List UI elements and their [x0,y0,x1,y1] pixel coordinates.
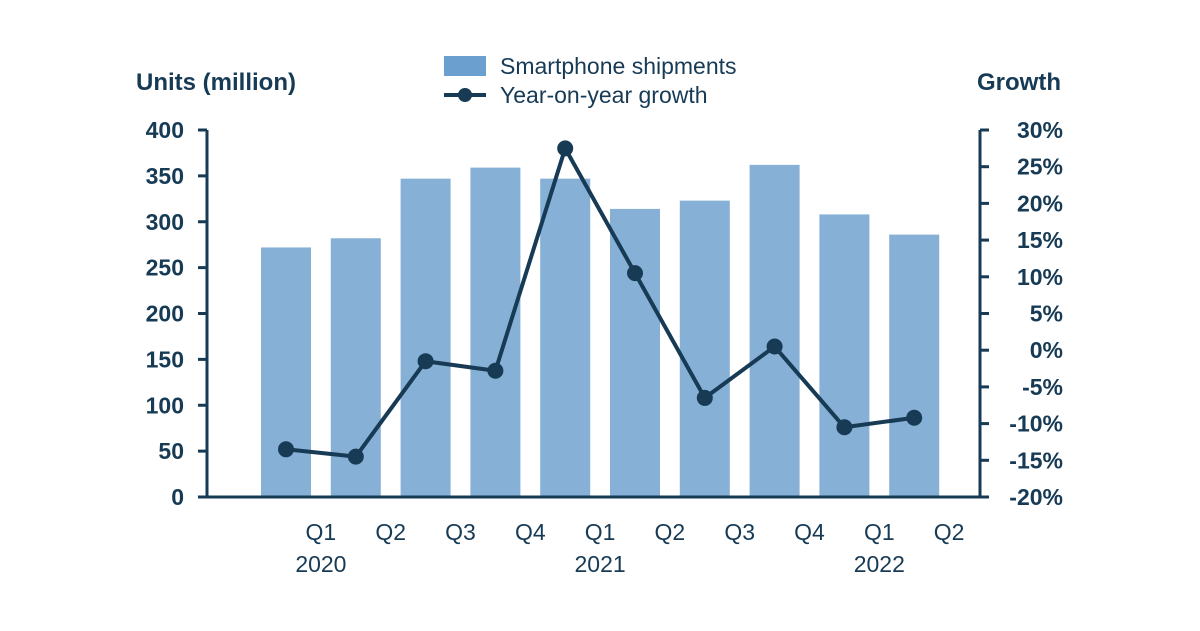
legend: Smartphone shipments Year-on-year growth [444,53,737,108]
right-tick-label: -15% [1009,447,1063,473]
right-tick-label: 25% [1017,154,1063,180]
x-tick-label: Q3 [724,519,755,545]
bar-series [261,164,940,498]
right-tick-label: 10% [1017,264,1063,290]
right-axis-title: Growth [977,69,1061,96]
growth-point [557,140,574,157]
growth-point [836,419,853,436]
left-tick-label: 150 [146,346,184,372]
left-tick-label: 300 [146,209,184,235]
growth-point [906,409,923,426]
growth-point [766,338,783,355]
right-tick-label: 0% [1030,337,1063,363]
bar [889,234,940,497]
growth-point [278,441,294,458]
bar [610,208,660,497]
right-tick-label: 20% [1017,190,1063,216]
legend-line-label: Year-on-year growth [500,82,708,108]
left-tick-label: 350 [146,163,184,189]
right-tick-labels: -20% -15% -10% -5% 0% 5% 10% 15% 20% 25% 30% [1009,117,1063,510]
growth-point [417,353,434,370]
x-tick-label: Q4 [515,519,546,545]
left-axis-title: Units (million) [136,69,296,96]
bar [819,214,870,497]
bar [470,167,521,497]
x-year-label: 2021 [575,551,626,577]
right-tick-label: -5% [1022,374,1063,400]
growth-point [347,448,364,465]
legend-bar-label: Smartphone shipments [500,53,737,79]
bar [400,178,451,497]
legend-bar-swatch [444,56,486,76]
x-tick-label: Q2 [934,519,965,545]
axes [198,128,989,499]
growth-point [487,362,504,379]
x-tick-label: Q2 [375,519,406,545]
x-tick-label: Q1 [306,519,337,545]
x-tick-labels: Q1 Q2 Q3 Q4 Q1 Q2 Q3 Q4 Q1 Q2 2020 2021 2022 [295,519,964,577]
left-tick-label: 0 [171,484,184,510]
x-year-label: 2020 [295,551,346,577]
bar [261,247,311,497]
right-tick-label: 30% [1017,117,1063,143]
left-tick-label: 100 [146,392,184,418]
left-tick-label: 200 [146,301,184,327]
left-tick-label: 50 [158,438,184,464]
bar [679,200,730,497]
right-tick-label: 5% [1030,301,1063,327]
growth-point [696,389,713,406]
right-tick-label: -20% [1009,484,1063,510]
bar [540,178,591,497]
left-tick-label: 400 [146,117,184,143]
line-series [278,140,923,465]
right-tick-label: -10% [1009,411,1063,437]
growth-line [285,146,915,459]
x-tick-label: Q1 [585,519,616,545]
x-tick-label: Q3 [445,519,476,545]
x-tick-label: Q4 [794,519,825,545]
growth-point [627,265,643,282]
x-year-label: 2022 [854,551,905,577]
x-tick-label: Q2 [655,519,686,545]
left-tick-label: 250 [146,255,184,281]
x-tick-label: Q1 [864,519,895,545]
legend-line-marker [458,88,472,102]
right-tick-label: 15% [1017,227,1063,253]
left-tick-labels: 0 50 100 150 200 250 300 350 400 [146,117,184,510]
bar [749,164,800,498]
